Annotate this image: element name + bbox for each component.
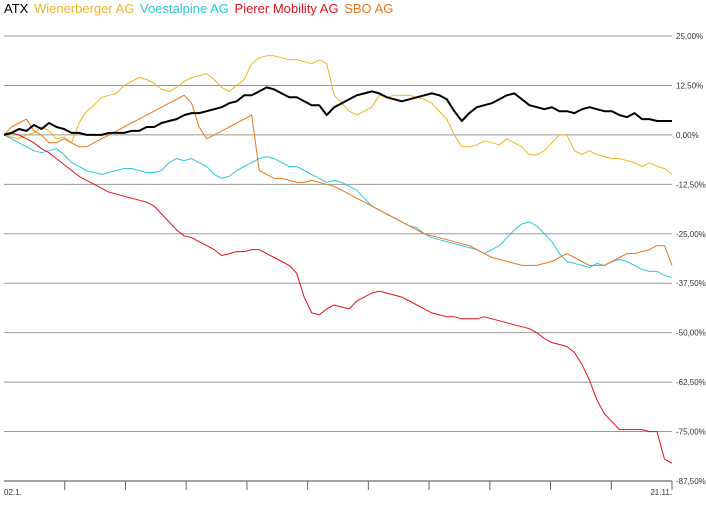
legend-voestalpine: Voestalpine AG [140,1,229,16]
x-start-label: 02.1. [4,488,22,497]
x-end-label: 21.11. [650,488,672,497]
gridlines [4,35,672,482]
series-line-sbo-ag [3,94,673,266]
y-tick-label: -87,50% [676,477,706,486]
legend-atx: ATX [4,1,29,16]
y-tick-label: -50,00% [676,329,706,338]
y-tick-label: -75,00% [676,428,706,437]
y-tick-label: -12,50% [676,180,706,189]
series-line-wienerberger-ag [3,55,673,175]
y-tick-label: -62,50% [676,378,706,387]
series-lines [3,55,673,464]
x-axis: 02.1. 21.11. [4,481,673,497]
y-tick-label: -37,50% [676,279,706,288]
y-tick-label: -25,00% [676,230,706,239]
y-axis-ticks: 25,00% 12,50% 0,00% -12,50% -25,00% -37,50% -5… [676,32,706,486]
legend-pierer: Pierer Mobility AG [234,1,339,16]
series-line-pierer-mobility-ag [3,132,673,464]
series-line-voestalpine-ag [3,134,673,278]
legend-sbo: SBO AG [344,1,394,16]
series-line-atx [3,86,672,136]
chart-legend: ATX Wienerberger AG Voestalpine AG Piere… [4,1,395,16]
y-tick-label: 25,00% [676,32,703,41]
y-tick-label: 0,00% [676,131,699,140]
legend-wienerberger: Wienerberger AG [33,1,135,16]
y-tick-label: 12,50% [676,81,703,90]
